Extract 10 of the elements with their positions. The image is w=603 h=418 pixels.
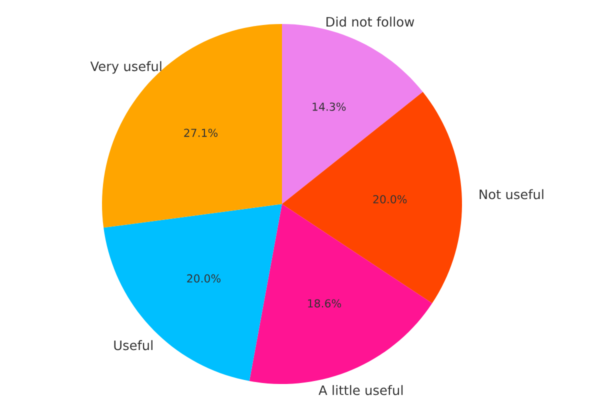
data-label: 20.0% <box>187 274 221 283</box>
slice-label: Useful <box>114 340 152 350</box>
data-label: 27.1% <box>184 128 218 137</box>
slice-label: Very useful <box>90 61 162 74</box>
data-label: 18.6% <box>308 299 342 308</box>
data-label: 14.3% <box>312 102 346 111</box>
data-label: 20.0% <box>373 195 407 204</box>
slice-label: A little useful <box>318 385 403 396</box>
slice-label: Not useful <box>480 189 544 200</box>
slice-label: Did not follow <box>326 16 414 27</box>
